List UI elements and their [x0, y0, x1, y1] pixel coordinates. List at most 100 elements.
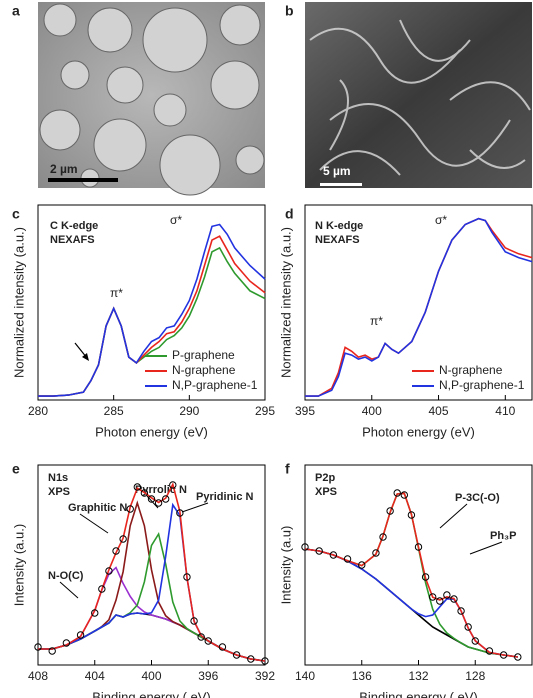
data-point: [91, 609, 99, 617]
data-point: [436, 597, 444, 605]
arrow-head: [82, 353, 89, 361]
x-tick-label: 408: [28, 669, 48, 683]
data-point: [48, 647, 56, 655]
x-tick-label: 128: [465, 669, 485, 683]
x-tick-label: 404: [85, 669, 105, 683]
data-point: [119, 535, 127, 543]
data-point: [133, 483, 142, 491]
data-point: [169, 481, 177, 489]
legend-label: N-graphene: [172, 363, 236, 377]
plot-frame: [304, 204, 533, 401]
data-point: [485, 647, 494, 655]
data-point: [393, 489, 401, 497]
legend-label: N,P-graphene-1: [172, 378, 258, 392]
x-tick-label: 295: [255, 404, 275, 418]
sem-image: [305, 2, 532, 188]
data-point: [176, 509, 184, 517]
annotation: π*: [370, 314, 383, 328]
data-point: [190, 617, 198, 625]
annotation: NEXAFS: [315, 234, 360, 246]
x-tick-label: 396: [198, 669, 218, 683]
annotation: XPS: [315, 486, 337, 498]
data-point: [407, 511, 416, 519]
series-line: [38, 500, 266, 662]
peak-pointer: [181, 502, 209, 513]
x-tick-label: 400: [141, 669, 161, 683]
data-point: [218, 643, 227, 651]
data-point: [464, 623, 472, 631]
peak-label: Graphitic N: [68, 502, 127, 514]
peak-label: Ph₃P: [490, 530, 516, 542]
data-point: [329, 551, 338, 559]
data-point: [343, 555, 352, 563]
x-tick-label: 132: [408, 669, 428, 683]
panel-label: a: [12, 3, 20, 19]
series-line: [305, 217, 533, 397]
y-axis-title: Intensity (a.u.): [11, 524, 26, 606]
data-point: [154, 499, 163, 507]
data-point: [140, 489, 149, 497]
x-tick-label: 285: [104, 404, 124, 418]
data-point: [105, 567, 113, 575]
x-tick-label: 136: [352, 669, 372, 683]
data-point: [471, 637, 479, 645]
panel-label: e: [12, 461, 20, 477]
data-point: [62, 639, 71, 647]
x-tick-label: 392: [255, 669, 275, 683]
data-point: [400, 491, 409, 499]
series-line: [38, 612, 266, 662]
data-point: [112, 547, 120, 555]
annotation: σ*: [435, 213, 447, 227]
data-point: [514, 653, 522, 661]
y-axis-title: Intensity (a.u): [278, 526, 293, 605]
peak-pointer: [79, 513, 109, 534]
annotation: XPS: [48, 486, 70, 498]
data-point: [315, 547, 323, 555]
series-line: [304, 492, 518, 658]
series-line: [304, 548, 518, 658]
data-point: [126, 505, 134, 513]
data-point: [197, 633, 205, 641]
data-point: [414, 543, 423, 551]
x-tick-label: 140: [295, 669, 315, 683]
legend-label: N-graphene: [439, 363, 503, 377]
scale-bar-label: 2 µm: [50, 162, 78, 176]
annotation: NEXAFS: [50, 234, 95, 246]
series-line: [38, 482, 266, 662]
data-point: [232, 651, 241, 659]
x-tick-label: 280: [28, 404, 48, 418]
x-axis-title: Photon energy (eV): [95, 424, 208, 439]
data-point: [161, 495, 170, 503]
peak-pointer: [469, 541, 503, 555]
plot-frame: [37, 204, 266, 401]
annotation: π*: [110, 286, 123, 300]
data-point: [379, 533, 387, 541]
legend-label: N,P-graphene-1: [439, 378, 525, 392]
data-point: [358, 561, 366, 569]
x-tick-label: 395: [295, 404, 315, 418]
tem-image: [38, 2, 265, 196]
data-point: [204, 637, 212, 645]
x-axis-title: Binding energy ( eV): [359, 689, 478, 698]
peak-pointer: [439, 503, 468, 529]
panel-label: c: [12, 206, 20, 222]
peak-label: Pyridinic N: [196, 491, 254, 503]
peak-label: N-O(C): [48, 570, 84, 582]
legend-label: P-graphene: [172, 348, 235, 362]
data-point: [301, 543, 309, 551]
data-point: [76, 631, 85, 639]
data-point: [428, 593, 437, 601]
peak-pointer: [59, 581, 79, 599]
x-tick-label: 405: [429, 404, 449, 418]
x-axis-title: Photon energy (eV): [362, 424, 475, 439]
data-point: [34, 643, 42, 651]
data-point: [247, 655, 255, 663]
data-point: [147, 495, 156, 503]
data-point: [98, 585, 106, 593]
series-line: [304, 548, 518, 658]
annotation: C K-edge: [50, 220, 98, 232]
y-axis-title: Normalized intensity (a.u.): [11, 227, 26, 378]
series-line: [38, 223, 266, 397]
panel-label: f: [285, 461, 290, 477]
